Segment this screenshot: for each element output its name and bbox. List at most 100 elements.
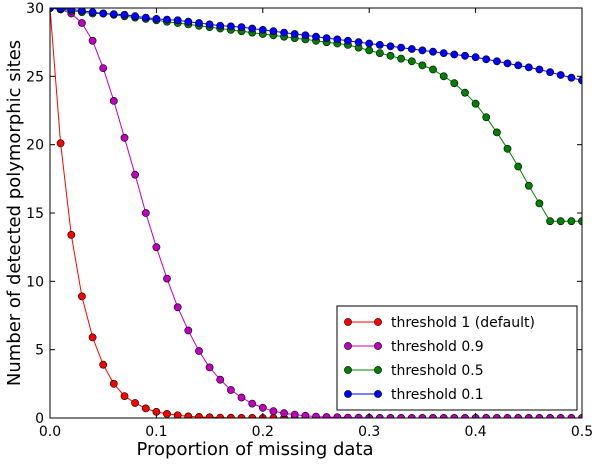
data-point — [269, 407, 278, 416]
data-point — [535, 199, 544, 208]
data-point — [184, 17, 193, 26]
data-point — [397, 54, 405, 63]
data-point — [333, 35, 342, 44]
data-point — [205, 20, 214, 29]
data-point — [78, 8, 86, 15]
y-tick-label: 20 — [26, 138, 44, 154]
data-point — [78, 292, 86, 301]
data-point — [546, 217, 554, 226]
data-point — [535, 65, 544, 74]
data-point — [343, 36, 352, 45]
data-point — [386, 42, 395, 51]
data-point — [216, 21, 225, 30]
data-point — [429, 47, 437, 56]
legend-marker — [344, 342, 352, 350]
data-point — [418, 61, 427, 70]
series-line — [50, 8, 582, 418]
data-point — [365, 46, 374, 55]
data-point — [567, 217, 576, 226]
data-point — [482, 55, 491, 64]
data-point — [131, 12, 139, 21]
data-point — [195, 413, 203, 418]
x-tick-label: 0.3 — [358, 424, 380, 440]
legend-marker — [374, 342, 382, 350]
x-tick-label: 0.4 — [464, 424, 486, 440]
data-point — [109, 97, 118, 105]
data-point — [141, 404, 150, 413]
data-point — [503, 59, 512, 68]
legend-label: threshold 0.1 — [391, 387, 484, 403]
data-point — [56, 139, 65, 148]
x-axis-label: Proportion of missing data — [136, 439, 373, 460]
data-point — [524, 63, 533, 72]
data-point — [120, 10, 129, 19]
data-point — [439, 72, 448, 81]
y-tick-label: 30 — [26, 1, 44, 17]
data-point — [99, 64, 108, 72]
data-point — [237, 23, 246, 31]
data-point — [514, 61, 523, 70]
data-point — [205, 363, 214, 372]
data-point — [269, 27, 278, 36]
y-tick-label: 5 — [35, 343, 44, 359]
data-point — [195, 347, 203, 355]
legend-marker — [344, 318, 352, 326]
data-point — [163, 409, 171, 418]
data-point — [514, 162, 523, 171]
data-point — [471, 99, 480, 108]
legend-label: threshold 0.5 — [391, 363, 484, 379]
data-point — [258, 25, 267, 34]
data-point — [120, 392, 129, 400]
data-point — [365, 39, 374, 48]
series-4 — [50, 8, 582, 85]
tick-layer: 0.0 0.1 0.2 0.3 0.4 0.5 0 5 10 15 20 25 30 — [26, 1, 593, 440]
data-point — [407, 57, 416, 66]
legend-label: threshold 1 (default) — [391, 315, 535, 331]
data-point — [141, 209, 150, 217]
legend: threshold 1 (default) threshold 0.9 thresh… — [336, 305, 578, 411]
data-point — [354, 38, 363, 47]
data-point — [333, 413, 342, 418]
legend-entry-2: threshold 0.9 — [344, 339, 484, 355]
legend-marker — [374, 318, 382, 326]
data-point — [578, 76, 582, 85]
data-point — [301, 31, 310, 40]
y-tick-label: 0 — [35, 411, 44, 427]
x-tick-label: 0.2 — [252, 424, 274, 440]
x-tick-label: 0.0 — [39, 424, 61, 440]
data-point — [375, 49, 384, 57]
series-layer — [50, 8, 582, 418]
y-tick-label: 15 — [26, 206, 44, 222]
legend-marker — [344, 390, 352, 398]
data-point — [556, 71, 565, 79]
data-point — [386, 51, 395, 60]
data-point — [163, 274, 171, 283]
data-point — [141, 13, 150, 22]
y-tick-label: 25 — [26, 69, 44, 85]
data-point — [280, 409, 288, 418]
data-point — [109, 10, 118, 18]
data-point — [492, 128, 501, 137]
data-point — [418, 46, 427, 55]
y-axis-label: Number of detected polymorphic sites — [4, 40, 25, 386]
data-point — [67, 230, 76, 239]
data-point — [152, 243, 161, 252]
data-point — [546, 68, 554, 77]
data-point — [195, 19, 203, 27]
data-point — [461, 51, 469, 60]
data-point — [429, 65, 437, 74]
data-point — [78, 19, 86, 27]
data-point — [482, 113, 491, 122]
data-point — [216, 375, 225, 384]
data-point — [312, 32, 320, 41]
data-point — [248, 399, 257, 408]
legend-marker — [344, 366, 352, 374]
y-tick-label: 10 — [26, 274, 44, 290]
data-point — [173, 411, 182, 418]
data-point — [120, 133, 129, 142]
data-point — [258, 403, 267, 412]
data-point — [280, 28, 288, 37]
data-point — [375, 41, 384, 49]
data-point — [322, 34, 331, 42]
